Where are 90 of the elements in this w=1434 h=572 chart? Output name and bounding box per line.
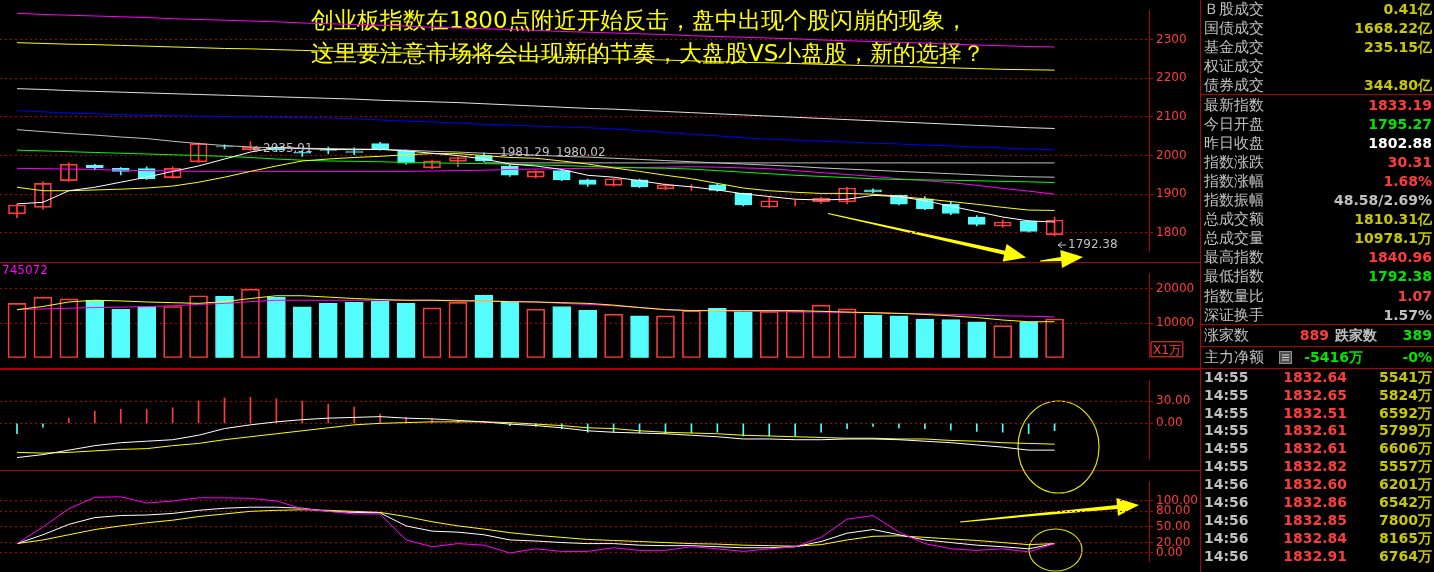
text: 30.31 bbox=[1387, 152, 1432, 171]
y-tick-label: 30.00 bbox=[1156, 393, 1191, 408]
text: 1832.84 bbox=[1283, 529, 1347, 547]
text: 5541万 bbox=[1379, 368, 1432, 386]
text: 1802.88 bbox=[1368, 133, 1432, 152]
text: 1832.82 bbox=[1283, 458, 1347, 476]
text: 最新指数 bbox=[1204, 95, 1264, 114]
annotation: 1980.02 bbox=[556, 145, 606, 160]
y-tick-label: 50.00 bbox=[1156, 519, 1191, 534]
text: 14:55 bbox=[1204, 404, 1249, 422]
text: 1832.86 bbox=[1283, 494, 1347, 511]
text: 14:56 bbox=[1204, 547, 1249, 565]
text: 5824万 bbox=[1379, 386, 1432, 404]
y-tick-label: 2000 bbox=[1156, 147, 1187, 162]
text: 5557万 bbox=[1379, 458, 1432, 476]
text: 14:55 bbox=[1204, 386, 1249, 404]
text: 总成交量 bbox=[1204, 229, 1264, 248]
text: 235.15亿 bbox=[1363, 38, 1432, 57]
text: 指数涨跌 bbox=[1204, 152, 1264, 171]
y-tick-label: 80.00 bbox=[1156, 503, 1191, 518]
text: 14:55 bbox=[1204, 458, 1249, 476]
text: 0.41亿 bbox=[1383, 0, 1432, 19]
text: 14:56 bbox=[1204, 529, 1249, 547]
text: Ｂ股成交 bbox=[1204, 0, 1264, 19]
text: 6606万 bbox=[1379, 440, 1432, 458]
y-tick-label: 1800 bbox=[1156, 224, 1187, 239]
text: 344.80亿 bbox=[1363, 76, 1432, 95]
text: 国债成交 bbox=[1204, 19, 1264, 38]
text: 14:55 bbox=[1204, 368, 1249, 386]
text: 14:56 bbox=[1204, 511, 1249, 529]
y-tick-label: 2100 bbox=[1156, 109, 1187, 124]
y-tick-label: 2300 bbox=[1156, 31, 1187, 46]
text: 跌家数 bbox=[1335, 325, 1377, 345]
text: 6764万 bbox=[1379, 547, 1432, 565]
text: 今日开盘 bbox=[1204, 114, 1264, 133]
text: 1792.38 bbox=[1068, 237, 1118, 252]
text: 6592万 bbox=[1379, 404, 1432, 422]
y-tick-label: 10000 bbox=[1156, 315, 1195, 330]
text: 权证成交 bbox=[1204, 57, 1264, 76]
text: 7800万 bbox=[1379, 511, 1432, 529]
text: 889 bbox=[1299, 325, 1329, 345]
text: 最高指数 bbox=[1204, 248, 1264, 267]
text: 昨日收盘 bbox=[1204, 133, 1264, 152]
text: 6542万 bbox=[1379, 494, 1432, 511]
text: 指数振幅 bbox=[1204, 191, 1264, 210]
text: 10978.1万 bbox=[1354, 229, 1432, 248]
text: 1840.96 bbox=[1368, 248, 1432, 267]
text: 1.68% bbox=[1383, 171, 1432, 190]
text: 8165万 bbox=[1379, 529, 1432, 547]
text: 1792.38 bbox=[1368, 267, 1432, 286]
y-tick-label: 0.00 bbox=[1156, 415, 1183, 430]
text: 1832.51 bbox=[1283, 404, 1347, 422]
text: 深证换手 bbox=[1204, 305, 1264, 324]
text: 14:56 bbox=[1204, 494, 1249, 511]
text: 1810.31亿 bbox=[1354, 210, 1432, 229]
text: 指数量比 bbox=[1204, 286, 1264, 305]
text: 14:55 bbox=[1204, 422, 1249, 440]
text: 1668.22亿 bbox=[1354, 19, 1432, 38]
text: 总成交额 bbox=[1204, 210, 1264, 229]
text: 1832.64 bbox=[1283, 368, 1347, 386]
annotation: 745072 bbox=[2, 263, 48, 278]
text: 14:56 bbox=[1204, 476, 1249, 493]
text: -0% bbox=[1402, 347, 1432, 367]
text: 基金成交 bbox=[1204, 38, 1264, 57]
y-tick-label: 0.00 bbox=[1156, 545, 1183, 560]
text: 1832.61 bbox=[1283, 422, 1347, 440]
text: 6201万 bbox=[1379, 476, 1432, 493]
text: 1832.60 bbox=[1283, 476, 1347, 493]
y-tick-label: 1900 bbox=[1156, 186, 1187, 201]
text: 1795.27 bbox=[1368, 114, 1432, 133]
text: 涨家数 bbox=[1204, 324, 1249, 346]
text: 48.58/2.69% bbox=[1334, 191, 1432, 210]
text: 14:55 bbox=[1204, 440, 1249, 458]
text: 389 bbox=[1402, 325, 1432, 345]
text: 1832.65 bbox=[1283, 386, 1347, 404]
text: 1833.19 bbox=[1368, 95, 1432, 114]
text: 1.07 bbox=[1397, 286, 1432, 305]
y-axis-title: X1万 bbox=[1153, 342, 1181, 357]
y-tick-label: 20000 bbox=[1156, 280, 1195, 295]
text: 1832.91 bbox=[1283, 547, 1347, 565]
text: 债券成交 bbox=[1204, 76, 1264, 95]
text: -5416万 bbox=[1304, 347, 1363, 367]
text: 1832.85 bbox=[1283, 511, 1347, 529]
text: 指数涨幅 bbox=[1204, 171, 1264, 190]
text: 主力净额 bbox=[1204, 346, 1264, 368]
text: 1.57% bbox=[1383, 305, 1432, 324]
y-tick-label: 2200 bbox=[1156, 70, 1187, 85]
text: 1832.61 bbox=[1283, 440, 1347, 458]
text: 最低指数 bbox=[1204, 267, 1264, 286]
text: 5799万 bbox=[1379, 422, 1432, 440]
